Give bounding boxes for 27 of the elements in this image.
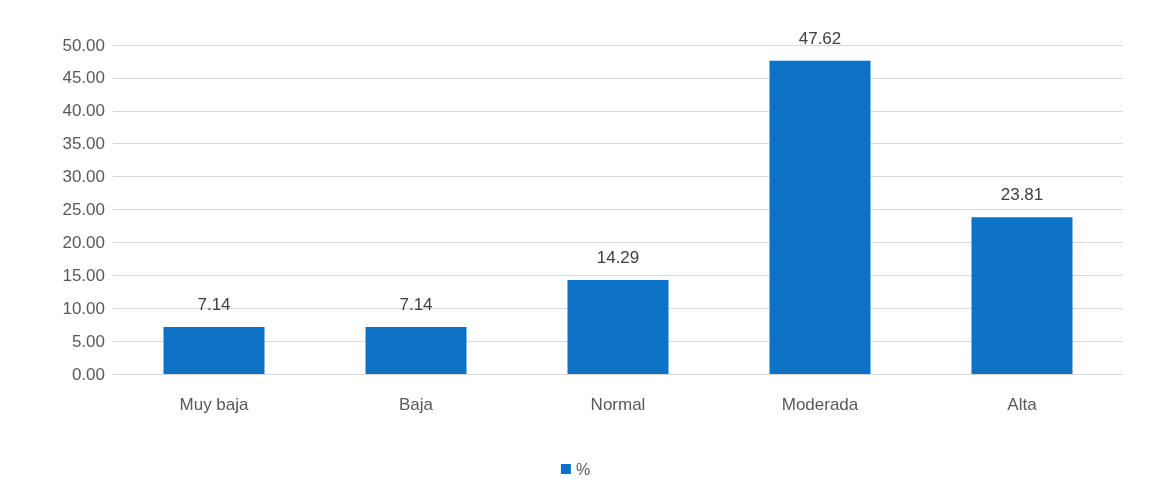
bar	[163, 327, 265, 374]
y-tick-label: 15.00	[62, 265, 105, 285]
y-tick-label: 20.00	[62, 232, 105, 252]
y-tick-label: 0.00	[71, 364, 105, 384]
data-label: 23.81	[1000, 185, 1044, 205]
x-tick-label: Muy baja	[179, 395, 250, 414]
bar	[769, 60, 871, 374]
bar	[567, 279, 669, 374]
y-tick-label: 45.00	[62, 68, 105, 88]
bar	[365, 327, 467, 374]
data-label: 7.14	[197, 295, 231, 315]
y-tick-label: 40.00	[62, 101, 105, 121]
bar	[971, 217, 1073, 374]
data-label: 7.14	[399, 295, 433, 315]
x-tick-label: Moderada	[781, 395, 859, 414]
x-tick-label: Normal	[590, 395, 646, 414]
y-tick-label: 30.00	[62, 167, 105, 187]
x-tick-label: Baja	[398, 395, 434, 414]
data-label: 14.29	[596, 247, 640, 267]
legend-label: %	[575, 460, 591, 478]
y-tick-label: 35.00	[62, 134, 105, 154]
y-tick-label: 25.00	[62, 200, 105, 219]
y-tick-label: 50.00	[62, 35, 105, 55]
y-tick-label: 10.00	[62, 298, 105, 318]
data-label: 47.62	[798, 28, 842, 48]
x-tick-label: Alta	[1007, 395, 1038, 414]
y-tick-label: 5.00	[71, 331, 105, 351]
